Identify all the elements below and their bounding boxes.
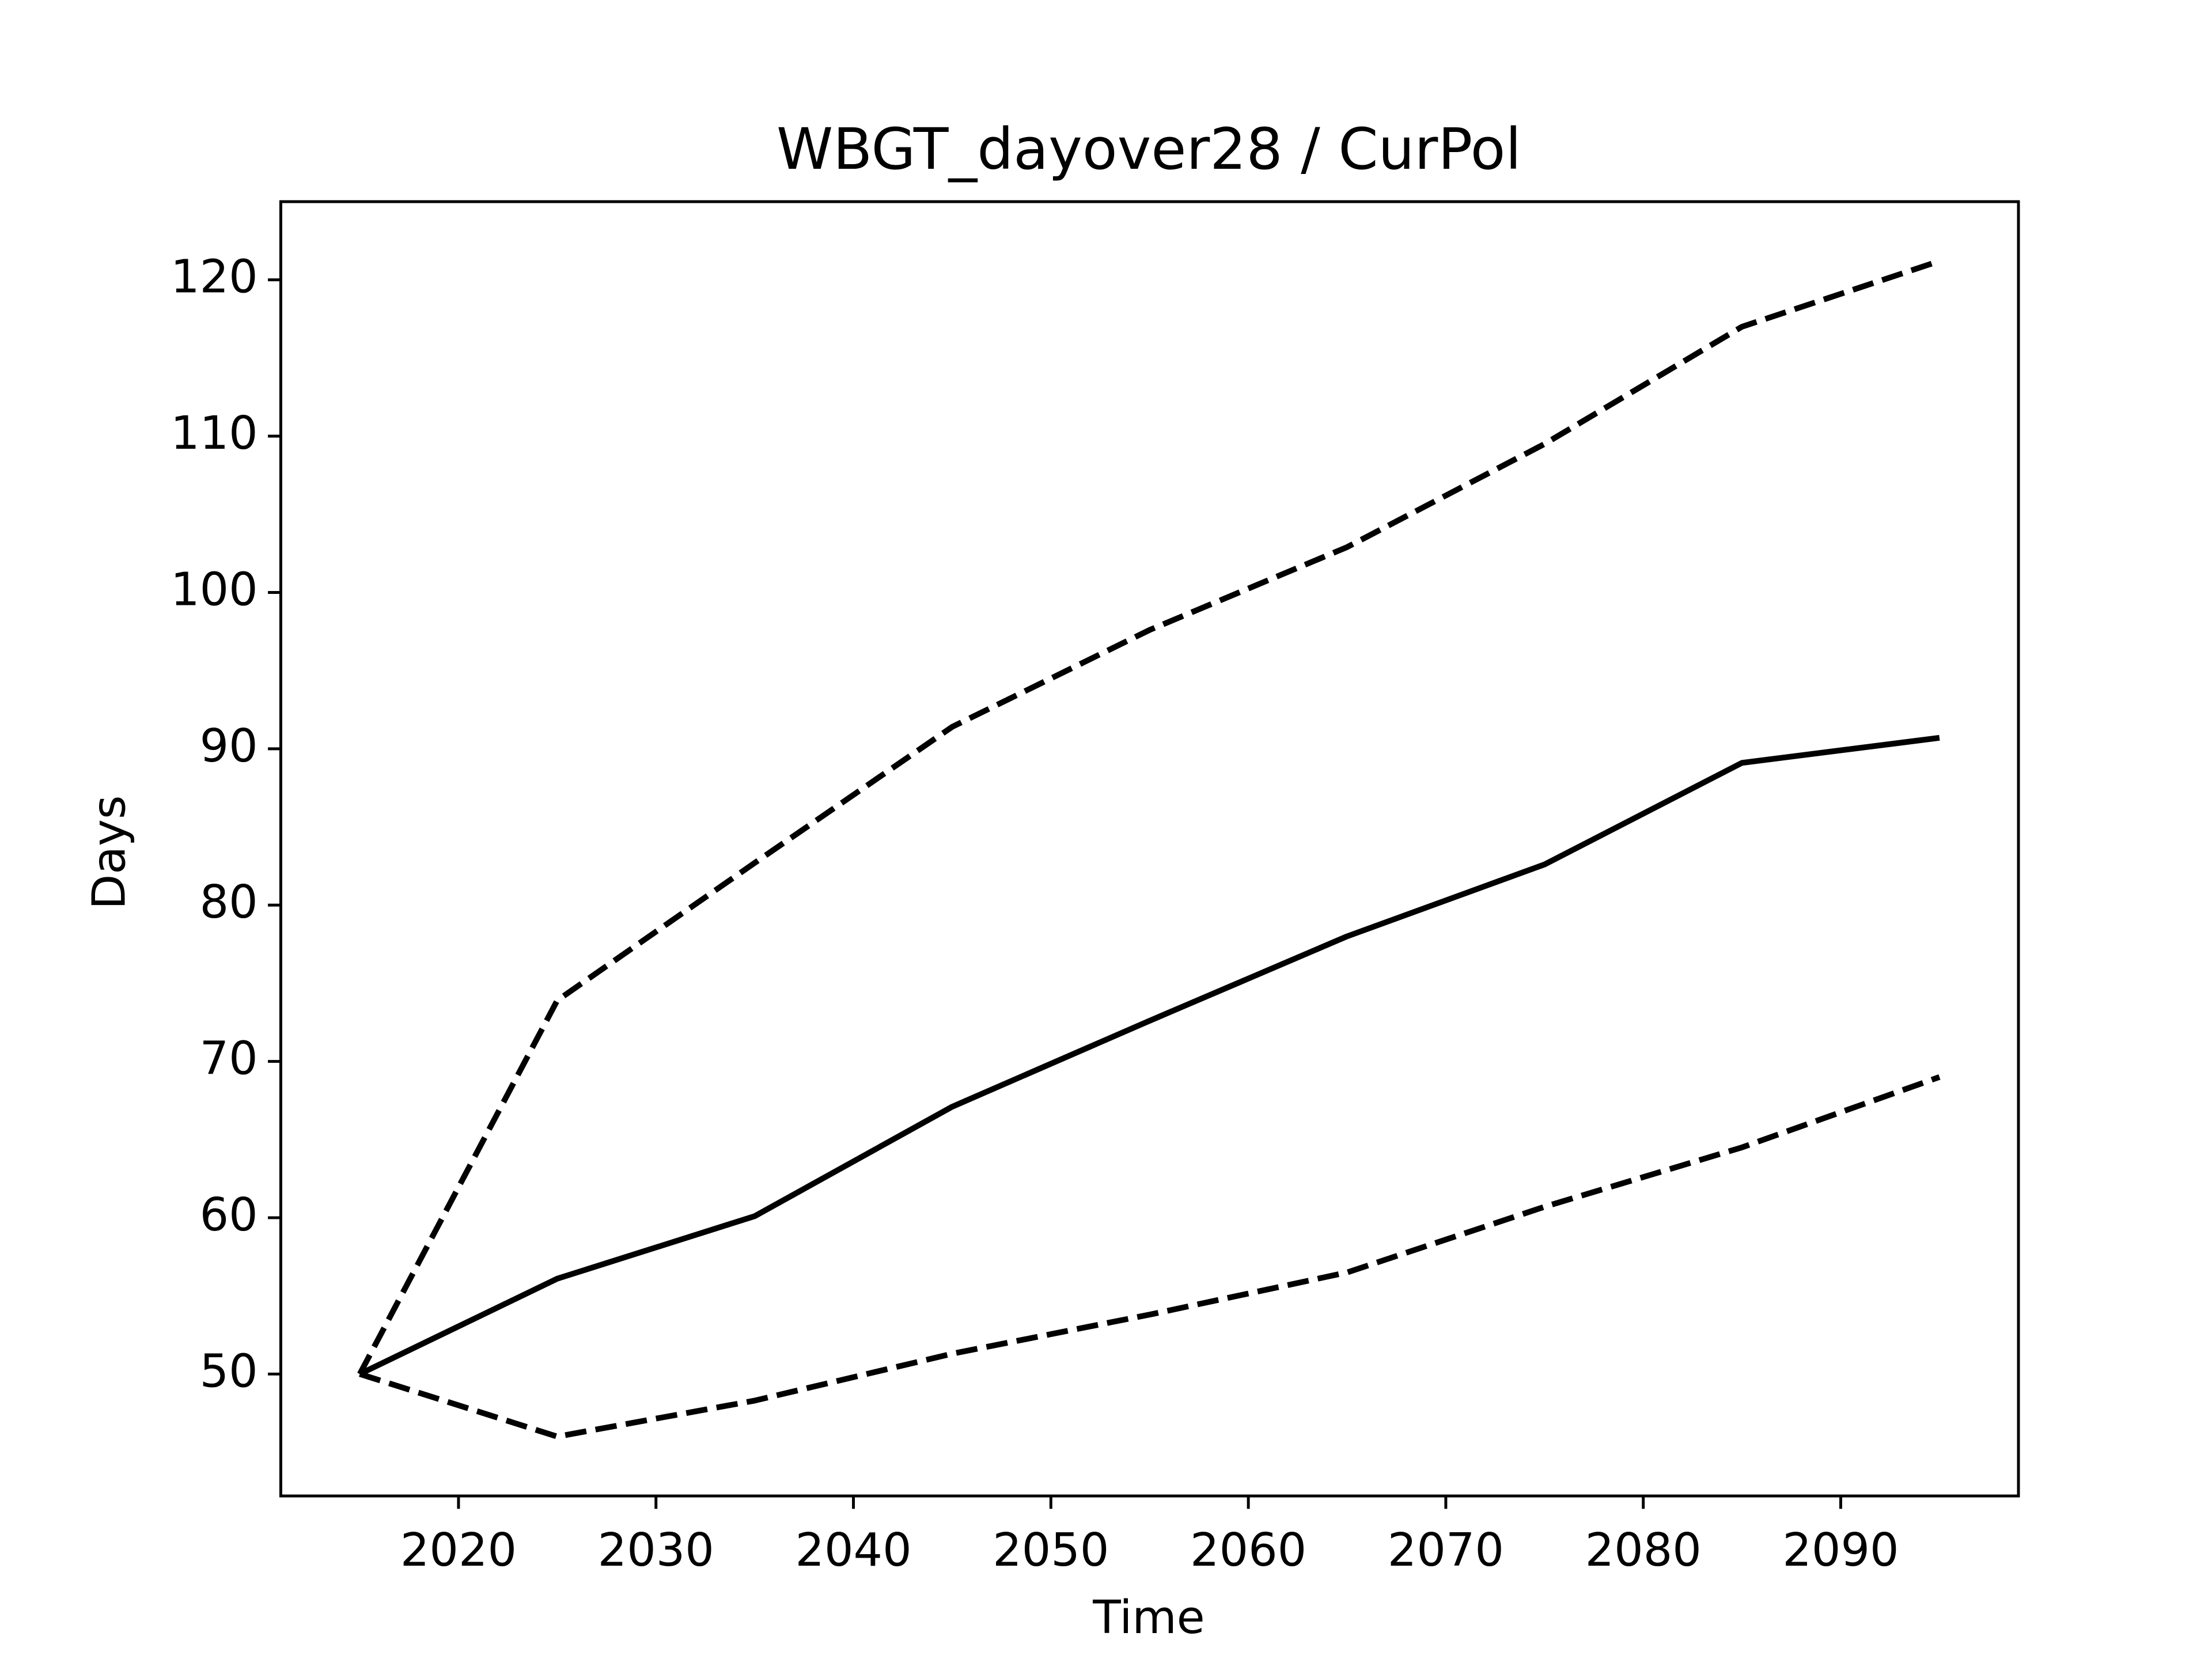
- x-tick-label: 2080: [1585, 1523, 1702, 1577]
- chart-title: WBGT_dayover28 / CurPol: [777, 116, 1521, 183]
- y-tick-label: 70: [200, 1032, 258, 1085]
- x-tick-label: 2020: [400, 1523, 517, 1577]
- x-tick-label: 2030: [598, 1523, 714, 1577]
- x-tick-label: 2090: [1782, 1523, 1899, 1577]
- plot-frame: [279, 200, 2020, 1498]
- series-line: [359, 1074, 1941, 1440]
- y-tick-label: 60: [200, 1188, 258, 1241]
- x-tick-label: 2070: [1388, 1523, 1504, 1577]
- y-tick-label: 120: [171, 250, 258, 304]
- series-line: [357, 258, 1941, 1376]
- y-tick-label: 90: [200, 719, 258, 772]
- y-tick-label: 80: [200, 875, 258, 929]
- y-tick-label: 50: [200, 1344, 258, 1397]
- y-tick-label: 100: [171, 562, 258, 616]
- x-tick-label: 2040: [795, 1523, 911, 1577]
- y-axis-label: Days: [82, 796, 135, 910]
- y-tick-label: 110: [171, 406, 258, 460]
- x-axis-label: Time: [1092, 1590, 1205, 1644]
- x-tick-label: 2060: [1190, 1523, 1306, 1577]
- x-tick-label: 2050: [993, 1523, 1109, 1577]
- series-line: [358, 734, 1940, 1377]
